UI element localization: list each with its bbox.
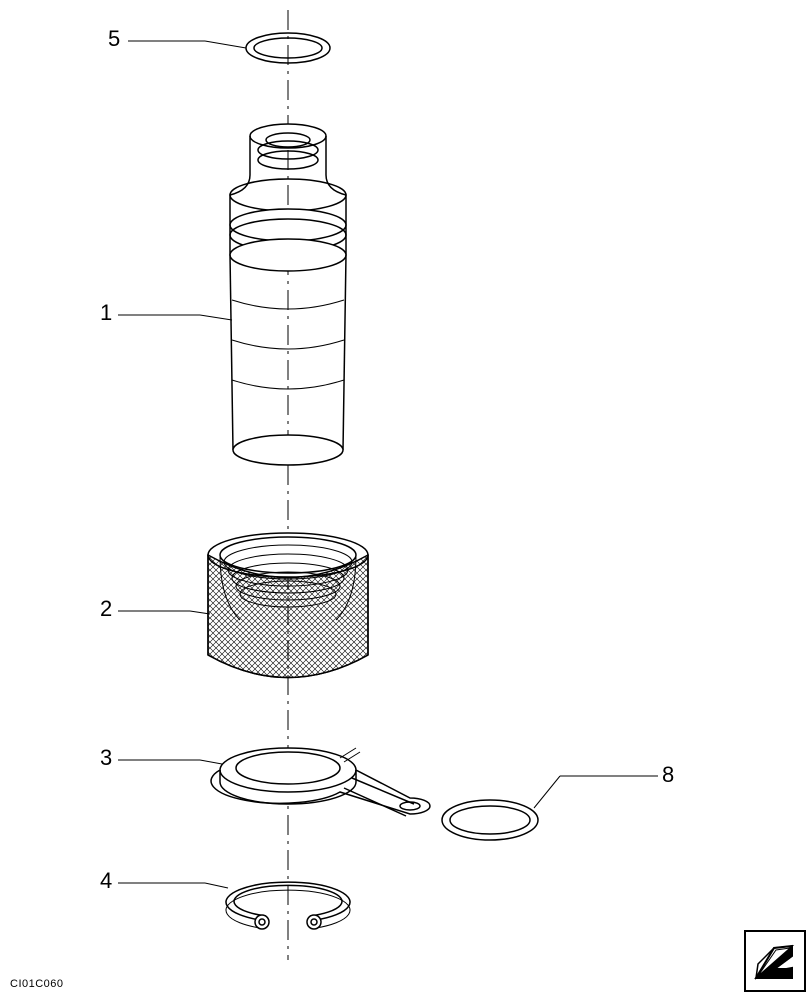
part-3-tab-washer [211,748,430,816]
corner-icon-box [744,930,806,992]
callout-2: 2 [100,596,112,622]
corner-arrow-svg [746,932,804,990]
part-8-oring [442,800,538,840]
part-2-knurled-ring [208,533,368,678]
diagram-canvas: 5 1 2 3 4 8 CI01C060 [0,0,812,1000]
callout-4: 4 [100,868,112,894]
callout-8: 8 [662,762,674,788]
callout-3: 3 [100,745,112,771]
callout-5: 5 [108,26,120,52]
diagram-svg [0,0,812,1000]
leader-lines [118,41,658,888]
footer-code: CI01C060 [10,978,64,990]
callout-1: 1 [100,300,112,326]
